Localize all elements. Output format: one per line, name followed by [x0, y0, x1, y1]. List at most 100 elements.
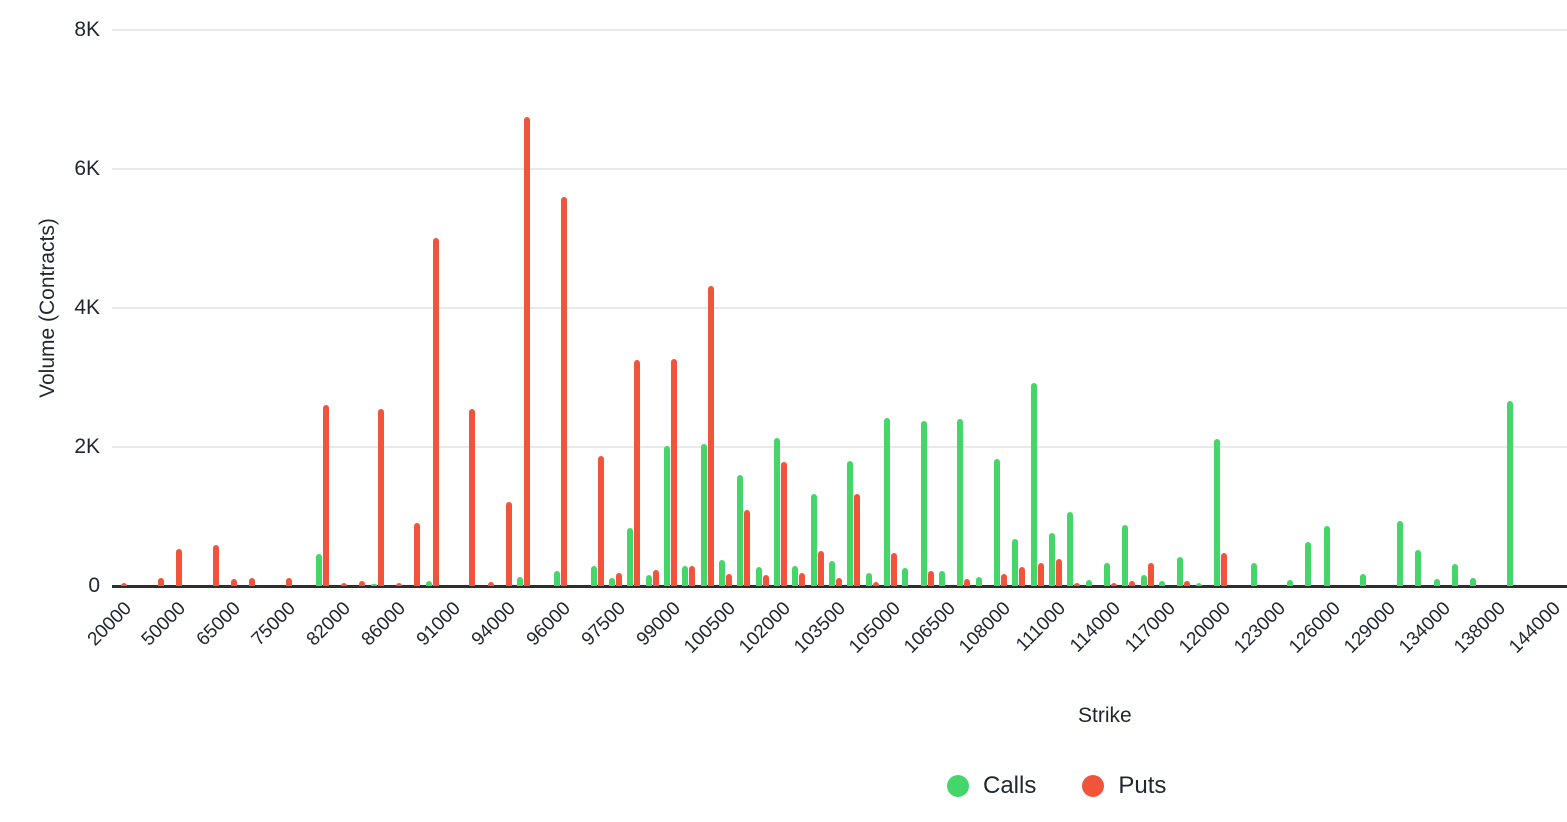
calls-bar[interactable]: [1452, 564, 1459, 586]
calls-bar[interactable]: [1012, 539, 1019, 586]
puts-bar[interactable]: [560, 197, 567, 586]
calls-bar[interactable]: [902, 568, 909, 586]
calls-bar[interactable]: [682, 566, 689, 586]
calls-bar[interactable]: [1085, 580, 1092, 586]
puts-bar[interactable]: [762, 575, 769, 586]
calls-bar[interactable]: [370, 584, 377, 586]
puts-bar[interactable]: [1129, 581, 1136, 586]
puts-bar[interactable]: [854, 494, 861, 586]
puts-bar[interactable]: [1184, 581, 1191, 586]
calls-bar[interactable]: [792, 566, 799, 586]
calls-bar[interactable]: [608, 578, 615, 586]
calls-bar[interactable]: [1030, 383, 1037, 586]
puts-bar[interactable]: [817, 551, 824, 586]
puts-bar[interactable]: [505, 502, 512, 586]
calls-bar[interactable]: [1360, 574, 1367, 586]
puts-bar[interactable]: [725, 574, 732, 586]
puts-bar[interactable]: [835, 578, 842, 586]
calls-bar[interactable]: [1470, 578, 1477, 586]
puts-bar[interactable]: [1147, 563, 1154, 586]
puts-bar[interactable]: [652, 570, 659, 586]
puts-bar[interactable]: [157, 578, 164, 586]
calls-bar[interactable]: [1103, 563, 1110, 586]
calls-bar[interactable]: [883, 418, 890, 586]
calls-bar[interactable]: [1122, 525, 1129, 586]
puts-bar[interactable]: [487, 582, 494, 586]
calls-bar[interactable]: [1250, 563, 1257, 586]
puts-bar[interactable]: [395, 583, 402, 586]
puts-bar[interactable]: [469, 409, 476, 586]
calls-bar[interactable]: [1433, 579, 1440, 586]
puts-bar[interactable]: [176, 549, 182, 586]
puts-bar[interactable]: [1000, 574, 1007, 586]
puts-bar[interactable]: [799, 573, 806, 586]
calls-bar[interactable]: [1158, 581, 1165, 586]
calls-bar[interactable]: [1140, 575, 1147, 586]
calls-bar[interactable]: [1048, 533, 1055, 586]
calls-bar[interactable]: [1067, 512, 1074, 586]
puts-bar[interactable]: [286, 578, 292, 586]
puts-bar[interactable]: [121, 583, 127, 586]
calls-bar[interactable]: [645, 575, 652, 586]
puts-bar[interactable]: [377, 409, 384, 586]
puts-bar[interactable]: [1074, 583, 1081, 586]
calls-bar[interactable]: [755, 567, 762, 586]
calls-bar[interactable]: [1305, 542, 1312, 586]
puts-bar[interactable]: [322, 405, 329, 586]
calls-bar[interactable]: [1177, 557, 1184, 586]
puts-bar[interactable]: [634, 360, 641, 586]
calls-bar[interactable]: [1415, 550, 1422, 586]
calls-bar[interactable]: [993, 459, 1000, 586]
puts-bar[interactable]: [689, 566, 696, 586]
calls-bar[interactable]: [1507, 401, 1514, 586]
puts-bar[interactable]: [1110, 583, 1117, 586]
legend-item-puts[interactable]: Puts: [1082, 772, 1166, 800]
puts-bar[interactable]: [414, 523, 421, 586]
puts-bar[interactable]: [707, 286, 714, 586]
calls-bar[interactable]: [718, 560, 725, 586]
puts-bar[interactable]: [1019, 567, 1026, 586]
calls-bar[interactable]: [828, 561, 835, 586]
calls-bar[interactable]: [315, 554, 322, 586]
calls-bar[interactable]: [920, 421, 927, 586]
calls-bar[interactable]: [773, 438, 780, 586]
calls-bar[interactable]: [590, 566, 597, 586]
calls-bar[interactable]: [1397, 521, 1404, 586]
puts-bar[interactable]: [780, 462, 787, 586]
puts-bar[interactable]: [249, 578, 256, 586]
puts-bar[interactable]: [927, 571, 934, 586]
puts-bar[interactable]: [212, 545, 219, 586]
calls-bar[interactable]: [1323, 526, 1330, 586]
calls-bar[interactable]: [1213, 439, 1220, 586]
calls-bar[interactable]: [737, 475, 744, 586]
calls-bar[interactable]: [663, 446, 670, 586]
puts-bar[interactable]: [744, 510, 751, 586]
calls-bar[interactable]: [865, 573, 872, 586]
calls-bar[interactable]: [700, 444, 707, 586]
puts-bar[interactable]: [341, 583, 347, 586]
legend-item-calls[interactable]: Calls: [947, 772, 1036, 800]
puts-bar[interactable]: [670, 359, 677, 586]
calls-bar[interactable]: [425, 581, 432, 586]
calls-bar[interactable]: [957, 419, 964, 586]
calls-bar[interactable]: [553, 571, 560, 586]
puts-bar[interactable]: [1037, 563, 1044, 586]
calls-bar[interactable]: [810, 494, 817, 586]
calls-bar[interactable]: [627, 528, 634, 586]
calls-bar[interactable]: [1195, 583, 1202, 586]
calls-bar[interactable]: [1287, 580, 1294, 586]
calls-bar[interactable]: [847, 461, 854, 586]
puts-bar[interactable]: [872, 582, 879, 586]
puts-bar[interactable]: [524, 117, 531, 586]
calls-bar[interactable]: [938, 571, 945, 586]
puts-bar[interactable]: [597, 456, 604, 586]
puts-bar[interactable]: [359, 581, 366, 586]
calls-bar[interactable]: [975, 577, 982, 586]
calls-bar[interactable]: [517, 577, 524, 586]
puts-bar[interactable]: [890, 553, 897, 586]
puts-bar[interactable]: [1055, 559, 1062, 586]
puts-bar[interactable]: [1220, 553, 1227, 586]
puts-bar[interactable]: [964, 579, 971, 586]
puts-bar[interactable]: [615, 573, 622, 586]
puts-bar[interactable]: [231, 579, 237, 586]
